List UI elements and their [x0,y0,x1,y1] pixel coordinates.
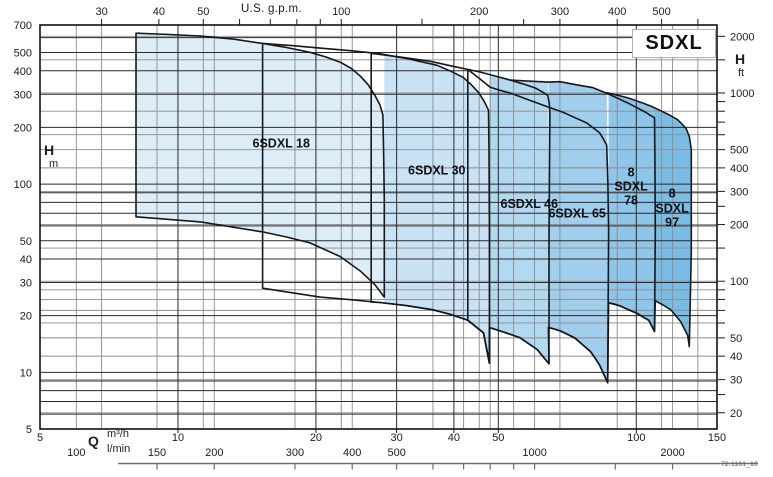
bottom-axis-unit-m3h: m³/h [107,428,129,440]
series-label-8-sdxl-78-line2: SDXL [614,180,648,194]
bottom-axis-symbol: Q [88,433,99,449]
right-axis-label-400: 400 [730,163,748,175]
chart-title-box: SDXL [632,29,716,58]
series-label-8-sdxl-78-line1: 8 [628,165,635,179]
region-fill-1 [136,33,385,298]
right-axis-label-30: 30 [730,375,742,387]
lmin-axis-label-400: 400 [343,447,361,459]
series-label-6sdxl-30: 6SDXL 30 [408,163,465,177]
left-axis-label-50: 50 [20,236,32,248]
axis-labels: 30 40 50 100 200 300 400 500 700 500 400 300 200 100 5… [14,6,758,470]
model-envelopes [135,32,693,384]
series-label-6sdxl-46: 6SDXL 46 [501,197,558,211]
chart-title-text: SDXL [645,32,703,54]
top-axis-label-50: 50 [197,6,209,18]
top-axis-label-500: 500 [652,6,670,18]
right-axis-title: H [735,51,746,67]
left-axis-label-500: 500 [14,48,32,60]
top-axis-label-200: 200 [470,6,488,18]
right-axis-label-500: 500 [730,145,748,157]
bottom-axis-label-m3h-50: 50 [492,432,504,444]
grid [40,24,717,429]
region-fill-4 [549,81,608,383]
bottom-axis-label-m3h-40: 40 [448,432,460,444]
top-axis-label-300: 300 [551,6,569,18]
left-axis-label-40: 40 [20,254,32,266]
left-axis-title: H [44,142,55,158]
region-fill-2 [384,54,490,364]
envelope-8-sdxl-97 [605,91,693,348]
lmin-axis-label-300: 300 [286,447,304,459]
series-label-8-sdxl-97-line2: SDXL [655,202,689,216]
left-axis-label-200: 200 [14,122,32,134]
series-label-8-sdxl-97-line1: 8 [669,186,676,200]
lmin-axis-label-150: 150 [148,447,166,459]
right-axis-label-2000: 2000 [730,31,754,43]
right-axis-label-40: 40 [730,351,742,363]
left-axis-label-100: 100 [14,179,32,191]
bottom-axis-label-m3h-150: 150 [708,432,726,444]
lmin-axis-label-100: 100 [67,447,85,459]
series-label-6sdxl-65: 6SDXL 65 [548,207,605,221]
bottom-axis-label-m3h-5: 5 [37,432,43,444]
right-axis-label-1000: 1000 [730,88,754,100]
left-axis-label-5: 5 [26,424,32,436]
series-label-8-sdxl-78-line3: 78 [624,194,638,208]
left-axis-unit: m [49,158,59,170]
left-axis-label-20: 20 [20,311,32,323]
series-label-8-sdxl-97-line3: 97 [665,215,679,229]
bottom-axis-unit-lmin: l/min [107,443,131,455]
left-axis-label-300: 300 [14,89,32,101]
lmin-axis-label-1000: 1000 [522,447,546,459]
top-axis-label-40: 40 [153,6,165,18]
series-label-6sdxl-18: 6SDXL 18 [253,137,310,151]
bottom-axis-label-m3h-10: 10 [172,432,184,444]
top-axis-label-100: 100 [332,6,350,18]
right-axis-label-100: 100 [730,276,748,288]
lmin-axis-label-500: 500 [387,447,405,459]
model-region-fills [136,33,692,383]
right-axis-label-300: 300 [730,186,748,198]
lmin-axis-label-2000: 2000 [660,447,684,459]
document-code: 72.1161_10 [721,461,758,468]
bottom-axis-label-m3h-20: 20 [310,432,322,444]
left-axis-label-10: 10 [20,367,32,379]
right-axis-unit: ft [738,67,745,79]
region-fill-3 [489,74,549,364]
left-axis-label-700: 700 [14,20,32,32]
right-axis-label-50: 50 [730,333,742,345]
plot-border [39,24,718,430]
left-axis-label-400: 400 [14,66,32,78]
right-axis-label-20: 20 [730,408,742,420]
top-axis-label-30: 30 [95,6,107,18]
lmin-axis-label-200: 200 [205,447,223,459]
left-axis-label-30: 30 [20,278,32,290]
region-fill-5 [608,92,655,332]
top-axis-label-400: 400 [608,6,626,18]
bottom-axis-label-m3h-100: 100 [627,432,645,444]
right-axis-label-200: 200 [730,220,748,232]
bottom-axis-label-m3h-30: 30 [391,432,403,444]
top-axis-unit-label: U.S. g.p.m. [241,3,302,15]
